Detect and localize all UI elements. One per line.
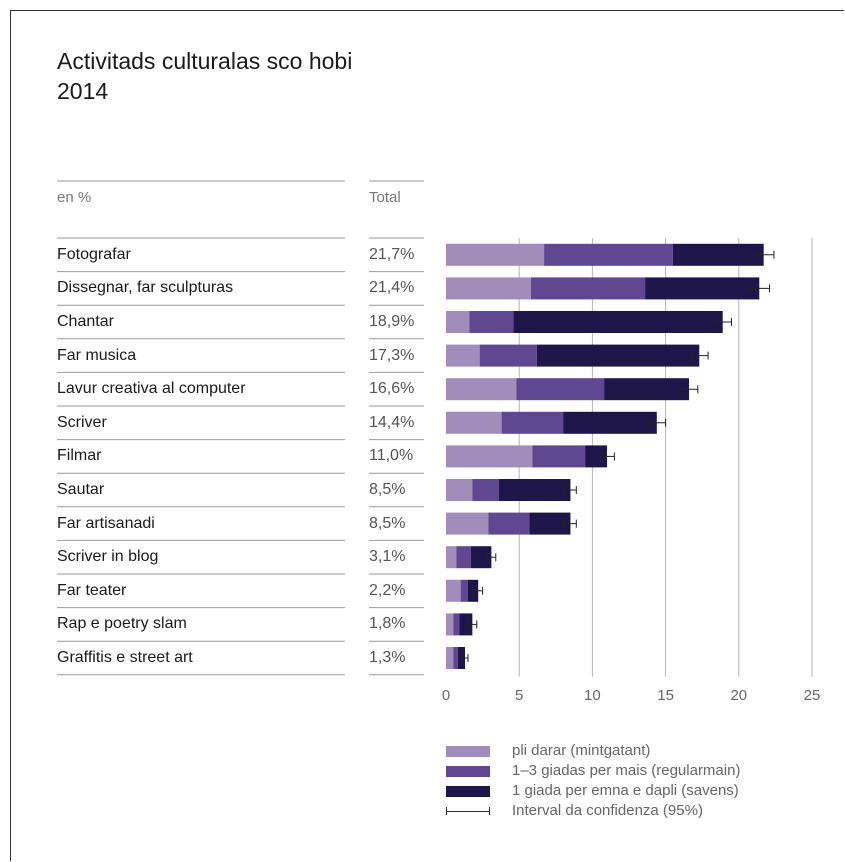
chart-title-line1: Activitads culturalas sco hobi — [57, 48, 353, 74]
bar-segment-series-3 — [529, 512, 571, 535]
legend-swatch-series-3 — [446, 785, 490, 797]
category-label: Dissegnar, far sculpturas — [57, 279, 234, 297]
total-value: 21,4% — [369, 279, 415, 297]
bar-segment-series-3 — [459, 613, 473, 636]
bar-segment-series-2 — [488, 512, 530, 535]
legend-label-series-3: 1 giada per emna e dapli (savens) — [512, 782, 739, 799]
category-label: Scriver in blog — [57, 548, 159, 566]
category-label: Scriver — [57, 413, 107, 431]
chart-frame — [10, 10, 844, 861]
bar-segment-series-3 — [585, 445, 608, 468]
bar-segment-series-1 — [446, 311, 470, 333]
bar-segment-series-2 — [469, 311, 514, 333]
bar-segment-series-1 — [446, 277, 531, 300]
bar-segment-series-1 — [446, 647, 454, 669]
bar-segment-series-2 — [479, 344, 537, 367]
total-value: 2,2% — [369, 581, 406, 599]
total-value: 1,3% — [369, 649, 406, 666]
total-value: 11,0% — [369, 447, 414, 465]
bar-segment-series-2 — [501, 411, 564, 434]
bar-segment-series-3 — [604, 378, 690, 401]
category-label: Filmar — [57, 447, 102, 465]
bar-segment-series-2 — [472, 479, 499, 501]
total-value: 17,3% — [369, 346, 415, 364]
total-value: 14,4% — [369, 413, 415, 431]
bar-segment-series-2 — [453, 647, 458, 669]
bar-segment-series-3 — [672, 243, 764, 266]
bar-segment-series-2 — [530, 277, 646, 300]
category-label: Far artisanadi — [57, 514, 155, 532]
total-value: 1,8% — [369, 615, 406, 633]
bar-segment-series-2 — [516, 378, 605, 401]
legend: pli darar (mintgatant) 1–3 giadas per ma… — [446, 741, 740, 821]
bar-segment-series-3 — [457, 647, 466, 669]
total-value: 8,5% — [369, 481, 406, 498]
legend-item-series-2: 1–3 giadas per mais (regularmain) — [446, 761, 740, 781]
x-tick-label: 20 — [730, 687, 747, 704]
bar-segment-series-3 — [563, 411, 657, 434]
bar-segment-series-2 — [453, 613, 460, 636]
bar-segment-series-1 — [446, 479, 473, 501]
legend-item-series-3: 1 giada per emna e dapli (savens) — [446, 781, 740, 801]
total-header: Total — [369, 189, 401, 206]
bar-segment-series-2 — [460, 579, 468, 602]
x-tick-label: 25 — [804, 687, 821, 704]
chart-title: Activitads culturalas sco hobi 2014 — [57, 46, 352, 106]
bar-segment-series-1 — [446, 579, 461, 602]
bar-segment-series-3 — [536, 344, 700, 367]
bar-segment-series-1 — [446, 613, 454, 636]
bar-segment-series-3 — [467, 579, 479, 602]
bar-segment-series-2 — [544, 243, 673, 266]
bar-segment-series-1 — [446, 445, 533, 468]
bar-segment-series-3 — [498, 479, 571, 501]
category-label: Far musica — [57, 346, 137, 364]
legend-label-ci: Interval da confidenza (95%) — [512, 802, 703, 819]
legend-swatch-series-2 — [446, 765, 490, 777]
total-value: 21,7% — [369, 245, 415, 263]
unit-header: en % — [57, 189, 92, 206]
bar-segment-series-1 — [446, 243, 545, 266]
legend-item-ci: Interval da confidenza (95%) — [446, 801, 740, 821]
legend-label-series-2: 1–3 giadas per mais (regularmain) — [512, 762, 741, 779]
bar-segment-series-1 — [446, 378, 517, 401]
legend-label-series-1: pli darar (mintgatant) — [512, 742, 651, 759]
bar-segment-series-3 — [470, 546, 492, 569]
x-tick-label: 0 — [442, 687, 450, 704]
legend-item-series-1: pli darar (mintgatant) — [446, 741, 740, 761]
total-value: 8,5% — [369, 514, 406, 532]
legend-ci-icon — [446, 806, 490, 817]
category-label: Far teater — [57, 581, 127, 599]
category-label: Lavur creativa al computer — [57, 380, 246, 398]
legend-swatch-series-1 — [446, 745, 490, 757]
x-tick-label: 15 — [657, 687, 674, 704]
category-label: Graffitis e street art — [57, 649, 193, 666]
category-label: Sautar — [57, 481, 105, 498]
x-tick-label: 5 — [515, 687, 523, 704]
bar-segment-series-1 — [446, 546, 457, 569]
x-tick-label: 10 — [584, 687, 601, 704]
category-label: Rap e poetry slam — [57, 615, 187, 633]
bar-segment-series-3 — [513, 311, 723, 333]
total-value: 3,1% — [369, 548, 406, 566]
chart-title-line2: 2014 — [57, 78, 109, 104]
bar-segment-series-2 — [532, 445, 586, 468]
total-value: 18,9% — [369, 313, 415, 330]
category-label: Fotografar — [57, 245, 131, 263]
bar-segment-series-1 — [446, 512, 489, 535]
bar-segment-series-1 — [446, 411, 502, 434]
bar-segment-series-1 — [446, 344, 480, 367]
category-label: Chantar — [57, 313, 114, 330]
total-value: 16,6% — [369, 380, 415, 398]
bar-segment-series-2 — [456, 546, 471, 569]
bar-segment-series-3 — [645, 277, 760, 300]
